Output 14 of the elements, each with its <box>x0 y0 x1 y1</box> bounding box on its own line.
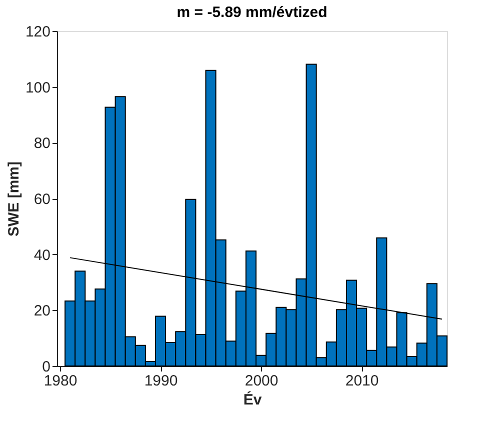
x-tick-label: 1990 <box>144 372 178 390</box>
x-axis-title: Év <box>243 390 262 408</box>
y-tick-label: 100 <box>25 79 50 96</box>
y-tick-label: 20 <box>34 302 50 320</box>
x-tick-label: 2000 <box>244 372 278 390</box>
y-tick-label: 80 <box>34 135 50 152</box>
y-axis-title: SWE [mm] <box>5 161 22 236</box>
y-tick-label: 0 <box>42 358 50 376</box>
x-tick-label: 2010 <box>345 372 379 390</box>
y-tick-label: 60 <box>34 191 50 208</box>
y-tick-label: 40 <box>34 246 50 264</box>
x-tick-label: 1980 <box>44 372 78 390</box>
chart-title: m = -5.89 mm/évtized <box>176 4 328 21</box>
y-tick-label: 120 <box>25 24 50 40</box>
